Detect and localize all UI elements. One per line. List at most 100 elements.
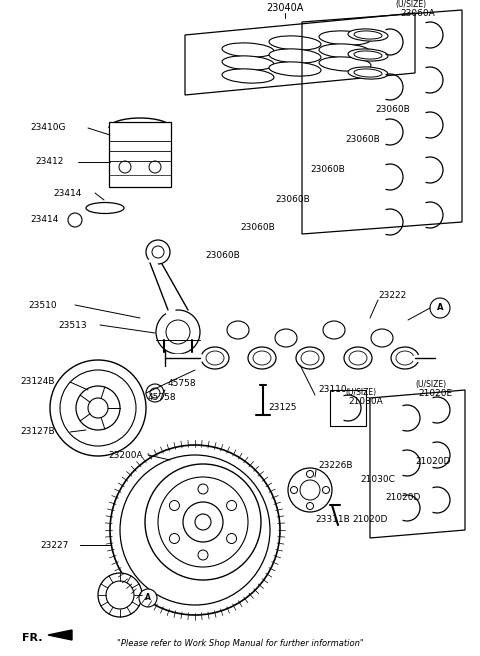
Ellipse shape [371, 329, 393, 347]
Circle shape [169, 501, 180, 510]
Ellipse shape [354, 31, 382, 39]
Text: 23124B: 23124B [20, 377, 55, 386]
Ellipse shape [227, 321, 249, 339]
Circle shape [98, 573, 142, 617]
Text: 23414: 23414 [53, 188, 82, 197]
Ellipse shape [296, 347, 324, 369]
Circle shape [227, 533, 237, 544]
Text: 23125: 23125 [268, 403, 297, 413]
Ellipse shape [222, 69, 274, 83]
Text: 23110: 23110 [318, 386, 347, 394]
Text: 23060B: 23060B [205, 251, 240, 260]
Circle shape [307, 470, 313, 478]
Text: 23227: 23227 [40, 541, 68, 550]
Text: "Please refer to Work Shop Manual for further information": "Please refer to Work Shop Manual for fu… [117, 640, 363, 649]
Text: 21020D: 21020D [352, 516, 387, 525]
Text: 21030A: 21030A [348, 398, 383, 407]
Ellipse shape [275, 329, 297, 347]
Ellipse shape [396, 351, 414, 365]
Text: A: A [437, 304, 443, 312]
Circle shape [152, 246, 164, 258]
Circle shape [156, 310, 200, 354]
Text: 21020E: 21020E [418, 390, 452, 398]
Circle shape [139, 589, 157, 607]
Ellipse shape [248, 347, 276, 369]
Circle shape [169, 533, 180, 544]
Circle shape [430, 298, 450, 318]
Ellipse shape [319, 57, 371, 71]
Ellipse shape [391, 347, 419, 369]
Circle shape [120, 455, 270, 605]
Text: 23410G: 23410G [30, 123, 65, 133]
Ellipse shape [348, 67, 388, 79]
Text: A: A [145, 594, 151, 602]
Circle shape [88, 398, 108, 418]
Ellipse shape [354, 69, 382, 77]
Circle shape [183, 502, 223, 542]
Ellipse shape [319, 44, 371, 58]
Text: 23222: 23222 [378, 291, 406, 300]
Text: 21030C: 21030C [360, 476, 395, 485]
Ellipse shape [348, 29, 388, 41]
Ellipse shape [319, 31, 371, 45]
FancyBboxPatch shape [109, 122, 171, 187]
Text: FR.: FR. [22, 633, 43, 643]
Polygon shape [48, 630, 72, 640]
Circle shape [288, 468, 332, 512]
Ellipse shape [253, 351, 271, 365]
Ellipse shape [349, 351, 367, 365]
Circle shape [166, 320, 190, 344]
Circle shape [158, 477, 248, 567]
Circle shape [300, 480, 320, 500]
Text: 23060B: 23060B [375, 106, 410, 115]
Ellipse shape [344, 347, 372, 369]
Text: 23060B: 23060B [310, 165, 345, 174]
Circle shape [146, 240, 170, 264]
Circle shape [68, 213, 82, 227]
Ellipse shape [269, 49, 321, 63]
Text: 23060B: 23060B [240, 224, 275, 232]
Text: (U/SIZE): (U/SIZE) [395, 1, 426, 9]
Text: 23414: 23414 [30, 216, 59, 224]
Circle shape [119, 161, 131, 173]
Text: 23060A: 23060A [400, 9, 435, 18]
Text: 21020D: 21020D [415, 457, 450, 466]
Text: 45758: 45758 [168, 379, 197, 388]
Circle shape [198, 550, 208, 560]
Ellipse shape [323, 321, 345, 339]
Ellipse shape [269, 62, 321, 76]
Circle shape [50, 360, 146, 456]
Circle shape [145, 464, 261, 580]
Circle shape [76, 386, 120, 430]
Text: 23040A: 23040A [266, 3, 304, 13]
Text: 21020D: 21020D [385, 493, 420, 502]
Ellipse shape [269, 36, 321, 50]
Circle shape [323, 487, 329, 493]
Circle shape [146, 384, 164, 402]
Ellipse shape [86, 203, 124, 213]
Text: 23060B: 23060B [275, 195, 310, 205]
Text: 23200A: 23200A [108, 451, 143, 459]
Ellipse shape [206, 351, 224, 365]
FancyBboxPatch shape [330, 390, 366, 426]
Text: 23412: 23412 [35, 157, 63, 167]
Ellipse shape [201, 347, 229, 369]
Circle shape [149, 161, 161, 173]
Circle shape [106, 581, 134, 609]
Circle shape [110, 445, 280, 615]
Text: 23311B: 23311B [315, 516, 350, 525]
Circle shape [307, 502, 313, 510]
Circle shape [150, 388, 160, 398]
Ellipse shape [354, 51, 382, 59]
Text: 23127B: 23127B [20, 428, 55, 436]
Text: 23226B: 23226B [318, 461, 352, 470]
Ellipse shape [348, 49, 388, 61]
Text: 23510: 23510 [28, 300, 57, 310]
Ellipse shape [222, 56, 274, 70]
Text: 23060B: 23060B [345, 136, 380, 144]
Ellipse shape [222, 43, 274, 57]
Ellipse shape [301, 351, 319, 365]
Text: 45758: 45758 [148, 392, 177, 401]
Text: (U/SIZE): (U/SIZE) [415, 380, 446, 390]
Circle shape [290, 487, 298, 493]
